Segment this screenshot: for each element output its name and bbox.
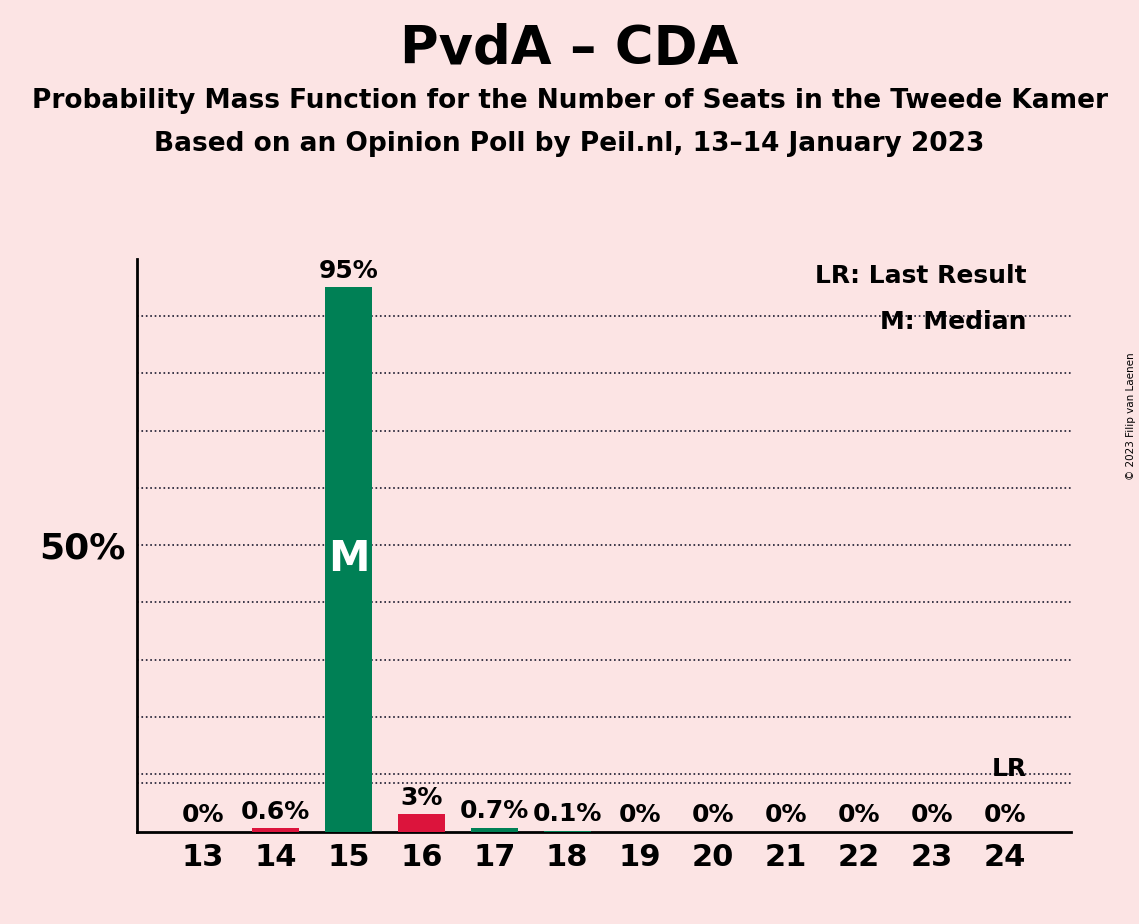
Bar [252,828,300,832]
Text: 0.6%: 0.6% [241,799,310,823]
Text: 0%: 0% [837,803,880,827]
Text: PvdA – CDA: PvdA – CDA [400,23,739,75]
Bar [470,828,518,832]
Text: M: Median: M: Median [880,310,1026,334]
Text: 0%: 0% [181,803,224,827]
Text: 0.7%: 0.7% [460,799,528,823]
Text: Based on an Opinion Poll by Peil.nl, 13–14 January 2023: Based on an Opinion Poll by Peil.nl, 13–… [154,131,985,157]
Text: 0%: 0% [983,803,1026,827]
Text: M: M [328,539,369,580]
Text: 0.1%: 0.1% [533,802,601,826]
Bar [325,287,372,832]
Bar [398,814,445,832]
Text: LR: Last Result: LR: Last Result [814,264,1026,288]
Text: Probability Mass Function for the Number of Seats in the Tweede Kamer: Probability Mass Function for the Number… [32,88,1107,114]
Text: 95%: 95% [319,259,378,283]
Text: 0%: 0% [764,803,808,827]
Text: LR: LR [991,757,1026,781]
Text: 0%: 0% [691,803,735,827]
Text: 3%: 3% [400,785,443,809]
Text: © 2023 Filip van Laenen: © 2023 Filip van Laenen [1126,352,1136,480]
Text: 0%: 0% [618,803,662,827]
Text: 0%: 0% [910,803,953,827]
